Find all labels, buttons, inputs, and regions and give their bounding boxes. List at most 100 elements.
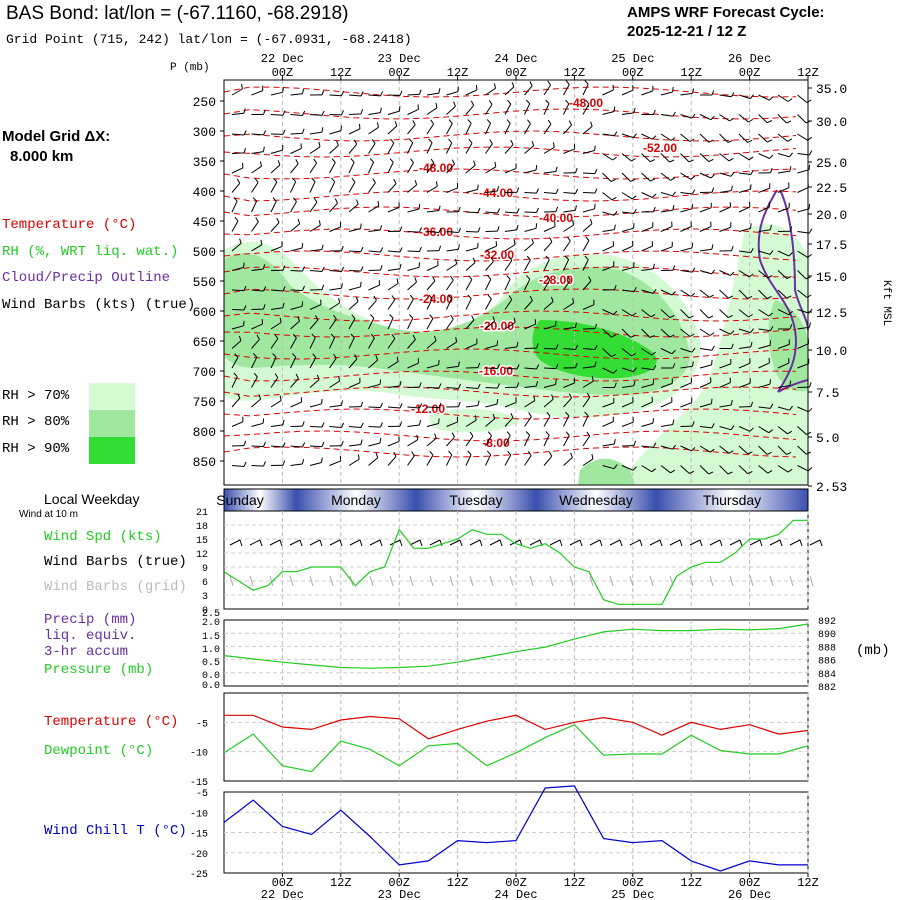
wind-barb-feather — [488, 100, 493, 105]
wind-barb-true-feather — [379, 539, 383, 547]
wind-barb-feather — [469, 431, 474, 437]
wind-barb-feather — [321, 457, 323, 463]
wind-barb-staff — [368, 442, 381, 447]
wind-barb-staff — [309, 357, 317, 369]
wind-barb-staff — [738, 250, 751, 254]
wind-barb-feather — [477, 242, 479, 248]
wind-barb-staff — [348, 203, 359, 213]
wind-barb-feather — [379, 437, 382, 444]
wind-barb-staff — [641, 226, 653, 232]
wind-barb-feather — [613, 310, 618, 315]
wind-barb-feather — [729, 117, 734, 122]
wind-barb-feather — [341, 110, 344, 116]
wind-barb-feather — [564, 255, 569, 260]
wind-barb-staff — [348, 358, 358, 369]
wind-barb-staff — [504, 86, 515, 96]
wind-barb-staff — [485, 454, 492, 466]
wind-barb-feather — [767, 120, 773, 124]
wind-barb-feather — [292, 333, 297, 339]
wind-barb-staff — [699, 172, 712, 179]
wind-barb-staff — [524, 259, 531, 271]
wind-barb-staff — [504, 417, 514, 427]
wind-barb-feather — [690, 175, 696, 180]
wind-barb-staff — [641, 309, 652, 318]
wind-barb-staff — [602, 111, 615, 115]
wind-barb-feather — [506, 119, 511, 124]
wind-barb-staff — [699, 348, 712, 351]
wind-barb-staff — [270, 289, 284, 292]
precip-sub2: 3-hr accum — [44, 644, 129, 660]
wind-barb-true — [729, 539, 741, 546]
wind-barb-feather — [594, 188, 598, 194]
wind-barb-staff — [465, 142, 473, 154]
precip-tick-label: 0.0 — [202, 671, 220, 682]
wind-barb-feather — [380, 247, 384, 253]
wind-barb-staff — [446, 123, 453, 135]
wind-barb-feather — [786, 295, 792, 299]
wind-barb-staff — [543, 455, 553, 466]
wind-barb-staff — [251, 465, 264, 467]
wind-barb-staff — [348, 181, 356, 193]
wind-barb-staff — [563, 209, 576, 213]
wind-barb-feather — [711, 187, 715, 193]
wind-barb-staff — [329, 162, 336, 174]
wind-barb-staff — [368, 426, 381, 428]
wind-barb-feather — [243, 148, 247, 154]
wind-barb-true-feather — [439, 539, 443, 547]
wind-barb-feather — [243, 108, 246, 114]
top-hour-label: 00Z — [505, 66, 527, 80]
wind-barb-true — [749, 539, 761, 546]
wind-barb-staff — [426, 265, 439, 271]
wind-barb-true — [769, 539, 781, 546]
wind-barb-staff — [641, 245, 653, 252]
top-date-label: 26 Dec — [728, 52, 771, 66]
wind-barb-grid — [289, 575, 294, 587]
wind-barb-feather — [691, 189, 696, 195]
wind-barb-true-feather — [359, 539, 363, 547]
wind-barb-feather — [631, 353, 636, 357]
wind-barb-feather — [321, 398, 323, 404]
wind-barb-staff — [621, 348, 632, 357]
wind-barb-staff — [368, 94, 381, 97]
wind-barb-staff — [777, 114, 787, 124]
wind-barb-staff — [270, 356, 277, 369]
wind-barb-staff — [231, 357, 239, 369]
wind-barb-feather — [239, 238, 242, 244]
top-date-label: 23 Dec — [378, 52, 421, 66]
wind-barb-staff — [407, 184, 418, 193]
wind-barb-feather — [360, 109, 364, 115]
bottom-date-label: 25 Dec — [611, 888, 654, 900]
wind-barb-staff — [797, 94, 808, 103]
wind-barb-feather — [691, 361, 694, 367]
wind-barb-true — [689, 539, 701, 546]
wind-barb-staff — [543, 348, 557, 350]
wind-barb-staff — [582, 415, 589, 427]
wind-barb-staff — [426, 142, 433, 154]
weekday-label: Thursday — [703, 492, 761, 508]
wind-barb-staff — [290, 337, 297, 349]
isotherm-line — [223, 250, 797, 262]
wind-barb-staff — [348, 337, 355, 349]
wind-barb-staff — [348, 270, 362, 272]
wind-barb-feather — [710, 174, 715, 179]
wind-barb-feather — [689, 470, 695, 474]
wind-barb-feather — [672, 191, 676, 197]
wind-barb-feather — [282, 286, 286, 292]
wind-barb-staff — [504, 278, 511, 291]
wind-barb-staff — [777, 362, 790, 369]
isotherm-label: -44.00 — [479, 186, 513, 200]
wind-barb-true — [289, 539, 301, 546]
weekday-cell — [224, 489, 296, 511]
wind-barb-staff — [231, 376, 238, 388]
wind-barb-staff — [543, 325, 556, 330]
wind-barb-staff — [270, 201, 277, 213]
kft-axis-label: Kft MSL — [880, 280, 892, 327]
wind-barb-true-feather — [319, 539, 323, 547]
wind-barb-staff — [680, 192, 693, 195]
wind-barb-staff — [758, 344, 771, 349]
wind-barb-feather — [750, 328, 754, 333]
wind-barb-staff — [446, 318, 454, 330]
wind-barb-staff — [641, 289, 654, 294]
wind-barb-feather — [689, 333, 695, 337]
wind-barb-feather — [455, 337, 458, 343]
